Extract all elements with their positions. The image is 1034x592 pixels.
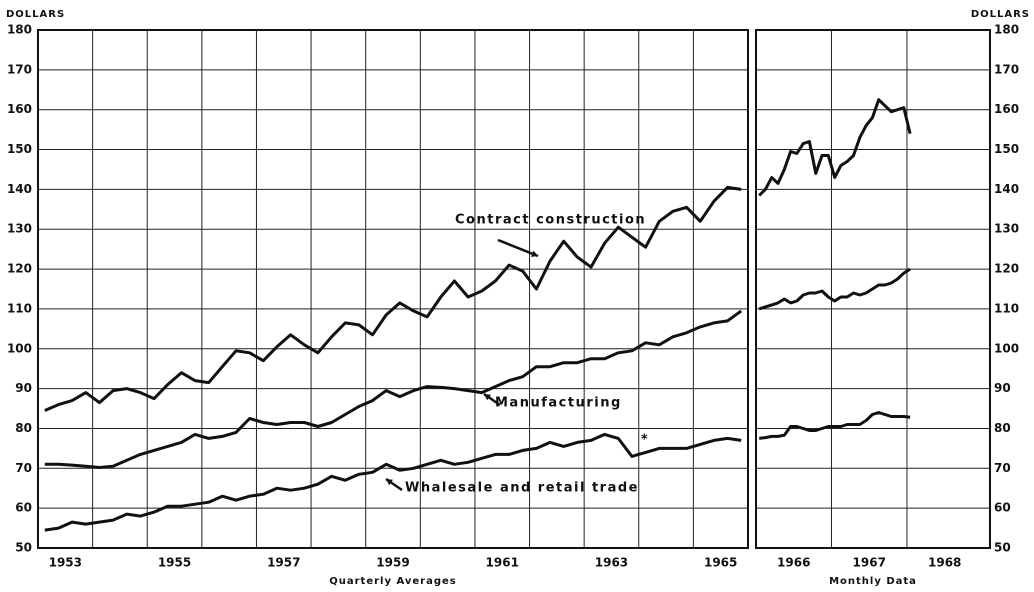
- y-tick-label: 130: [994, 222, 1019, 236]
- y-tick-label: 80: [15, 421, 32, 435]
- plot-frame: [755, 29, 991, 549]
- y-tick-label: 80: [994, 421, 1011, 435]
- annotation: *: [641, 433, 649, 448]
- y-tick-label: 70: [15, 461, 32, 475]
- x-axis-title: Quarterly Averages: [329, 576, 456, 587]
- series-line: [44, 432, 742, 532]
- x-tick-label: 1955: [158, 556, 191, 570]
- y-tick-label: 50: [15, 541, 32, 555]
- series-line: [758, 267, 911, 311]
- y-tick-label: 60: [15, 501, 32, 515]
- y-tick-label: 150: [7, 142, 32, 156]
- x-tick-label: 1957: [267, 556, 300, 570]
- y-tick-label: 90: [15, 381, 32, 395]
- y-tick-label: 100: [994, 341, 1019, 355]
- y-tick-label: 100: [7, 341, 32, 355]
- y-tick-label: 150: [994, 142, 1019, 156]
- y-tick-label: 110: [994, 301, 1019, 315]
- y-tick-label: 110: [7, 301, 32, 315]
- y-axis-title: DOLLARS: [971, 9, 1030, 20]
- y-tick-label: 180: [994, 23, 1019, 37]
- x-tick-label: 1967: [853, 556, 886, 570]
- y-tick-label: 60: [994, 501, 1011, 515]
- y-tick-label: 160: [994, 102, 1019, 116]
- y-tick-label: 50: [994, 541, 1011, 555]
- y-tick-label: 180: [7, 23, 32, 37]
- series-line: [758, 98, 912, 197]
- series-label: Contract construction: [455, 213, 646, 228]
- y-tick-label: 90: [994, 381, 1011, 395]
- y-tick-label: 120: [7, 262, 32, 276]
- x-tick-label: 1963: [595, 556, 628, 570]
- y-axis-title: DOLLARS: [6, 9, 65, 20]
- y-tick-label: 70: [994, 461, 1011, 475]
- series-line: [44, 309, 743, 469]
- plot-frame: [37, 29, 749, 549]
- arrow-head: [484, 394, 491, 401]
- x-axis-title: Monthly Data: [829, 576, 917, 587]
- x-tick-label: 1959: [376, 556, 409, 570]
- series-label: Whalesale and retail trade: [405, 481, 639, 496]
- y-tick-label: 130: [7, 222, 32, 236]
- y-tick-label: 170: [994, 62, 1019, 76]
- series-label: Manufacturing: [495, 396, 622, 411]
- y-tick-label: 140: [7, 182, 32, 196]
- x-tick-label: 1966: [777, 556, 810, 570]
- y-tick-label: 120: [994, 262, 1019, 276]
- x-tick-label: 1968: [928, 556, 961, 570]
- series-line: [759, 411, 911, 440]
- x-tick-label: 1965: [704, 556, 737, 570]
- arrow-shaft: [497, 238, 539, 258]
- arrow-head: [531, 250, 538, 257]
- y-tick-label: 140: [994, 182, 1019, 196]
- series-line: [44, 185, 742, 412]
- y-tick-label: 160: [7, 102, 32, 116]
- x-tick-label: 1953: [49, 556, 82, 570]
- x-tick-label: 1961: [486, 556, 519, 570]
- arrow-head: [386, 479, 393, 486]
- y-tick-label: 170: [7, 62, 32, 76]
